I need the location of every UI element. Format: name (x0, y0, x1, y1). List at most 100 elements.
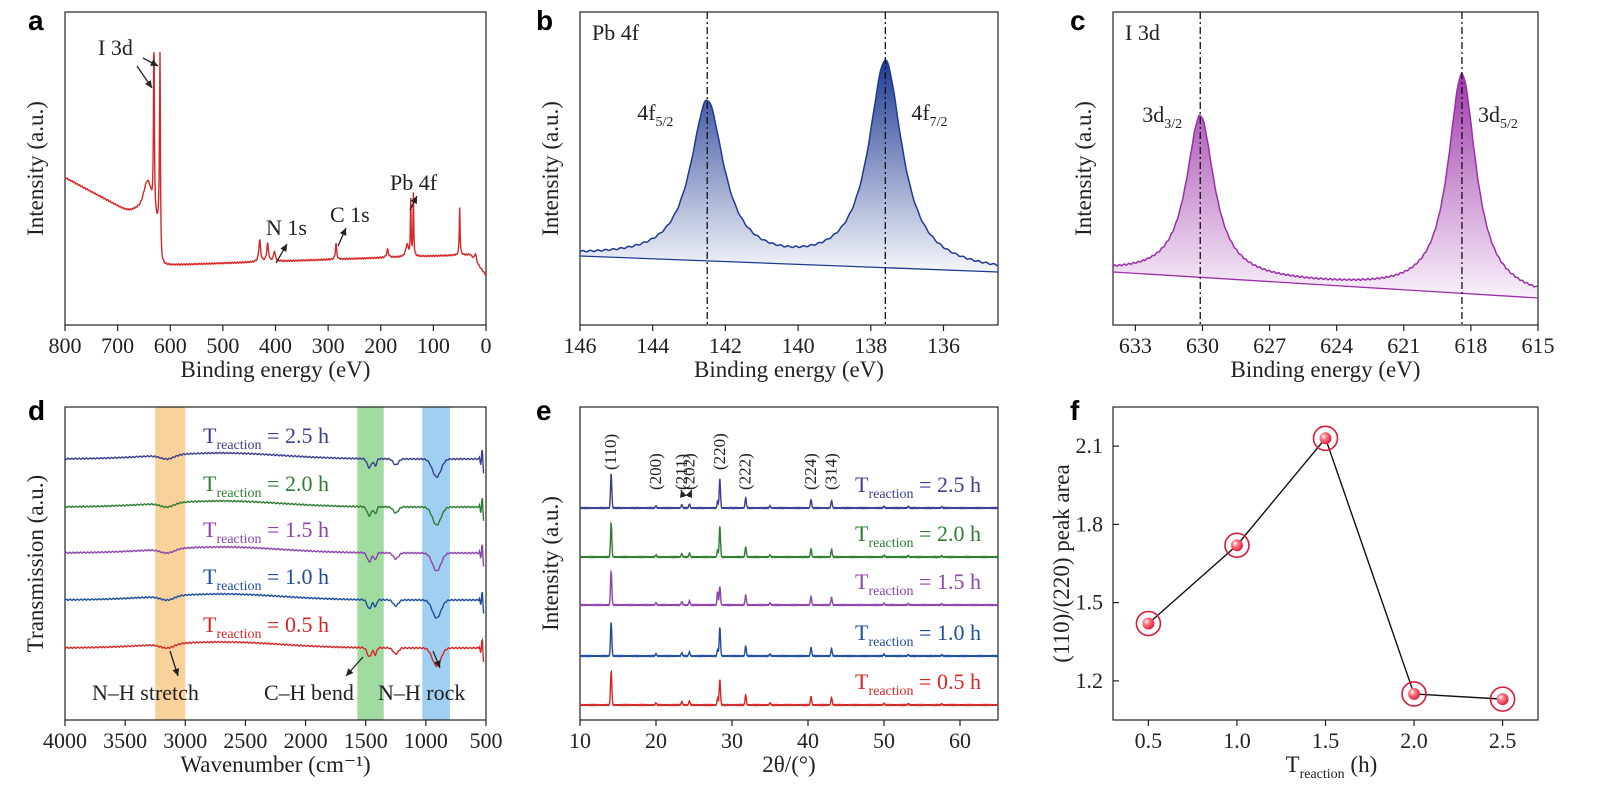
panel-d-xlabel: Wavenumber (cm⁻¹) (180, 752, 370, 777)
panel-a-annotation-n1s: N 1s (266, 215, 307, 240)
panel-d-frame (64, 406, 487, 721)
panel-e-hkl-label-4: (220) (710, 433, 729, 470)
panel-letter-f: f (1070, 395, 1080, 426)
panel-d-xtick-label-6: 1000 (404, 728, 448, 753)
panel-a-xtick-label-7: 100 (417, 333, 450, 358)
panel-a-arrow-c1s-head (339, 228, 347, 236)
panel-e-hkl-label-2: (211) (672, 454, 691, 490)
panel-c-baseline (1112, 271, 1539, 299)
panel-e-hkl-label-7: (314) (822, 453, 841, 490)
panel-e-series-label-2: Treaction = 1.5 h (855, 569, 981, 599)
panel-e-hkl-label-1: (200) (646, 453, 665, 490)
panel-a-xtick-label-3: 500 (206, 333, 239, 358)
panel-a-arrow-n1s-head (280, 244, 287, 252)
panel-d-xtick-label-4: 2000 (284, 728, 328, 753)
panel-c-spectrum-line (1112, 72, 1538, 288)
panel-a-arrow-i3d-2-head (150, 59, 158, 66)
panel-a-xtick-label-6: 200 (364, 333, 397, 358)
panel-d-xtick-label-2: 3000 (163, 728, 207, 753)
panel-b-xtick-label-4: 138 (854, 333, 887, 358)
panel-e-xrd: Treaction = 2.5 h Treaction = 2.0 h Treact… (538, 406, 999, 777)
panel-f-xtick-label-0: 0.5 (1135, 728, 1163, 753)
panel-e-xtick-label-0: 10 (569, 728, 591, 753)
panel-e-hkl-label-0: (110) (601, 434, 620, 470)
panel-e-xtick-label-1: 20 (645, 728, 667, 753)
panel-b-xtick-label-5: 136 (927, 333, 960, 358)
panel-f-xlabel: Treaction (h) (1286, 752, 1378, 782)
panel-f-point-4 (1496, 693, 1509, 706)
panel-d-series-line-1 (64, 497, 485, 526)
panel-letter-b: b (536, 5, 553, 36)
panel-e-hkl-label-5: (222) (736, 453, 755, 490)
panel-letter-a: a (28, 5, 44, 36)
panel-d-series-label-1: Treaction = 2.0 h (203, 471, 329, 501)
panel-e-xtick-label-3: 40 (797, 728, 819, 753)
panel-e-series-line-1 (579, 521, 999, 559)
panel-e-series-label-1: Treaction = 2.0 h (855, 521, 981, 551)
panel-b-spectrum-line (579, 59, 999, 267)
panel-d-xtick-label-7: 500 (470, 728, 503, 753)
panel-e-xlabel: 2θ/(°) (762, 752, 815, 777)
panel-d-series-line-0 (64, 449, 485, 479)
panel-e-series-line-2 (579, 569, 999, 607)
panel-c-peak-label-3d52: 3d5/2 (1478, 102, 1518, 132)
panel-b-baseline (579, 255, 999, 273)
panel-f-xtick-label-4: 2.5 (1489, 728, 1517, 753)
panel-b-xtick-label-0: 146 (564, 333, 597, 358)
panel-e-xtick-label-5: 60 (949, 728, 971, 753)
panel-e-xtick-label-4: 50 (873, 728, 895, 753)
panel-d-xtick-label-1: 3500 (103, 728, 147, 753)
panel-f-ylabel: (110)/(220) peak area (1049, 464, 1074, 662)
panel-d-ftir: Treaction = 2.5 h Treaction = 2.0 h Treact… (23, 406, 503, 777)
panel-d-band-2 (422, 407, 450, 720)
panel-f-point-ring-3 (1401, 681, 1427, 707)
panel-d-xtick-label-3: 2500 (223, 728, 267, 753)
panel-d-band-label-ch-bend: C–H bend (264, 680, 354, 705)
panel-a-arrow-i3d-1-head (145, 80, 152, 88)
panel-b-pb4f: 146 144 142 140 138 136 Binding energy (eV) Int… (538, 11, 999, 382)
panel-f-connecting-line (1147, 436, 1503, 700)
panel-e-xtick-label-2: 30 (721, 728, 743, 753)
panel-a-xtick-label-5: 300 (312, 333, 345, 358)
panel-b-peak-fill (580, 60, 998, 272)
panel-f-xtick-label-3: 2.0 (1400, 728, 1428, 753)
panel-c-xtick-label-1: 630 (1186, 333, 1219, 358)
panel-d-series-line-4 (64, 638, 485, 668)
panel-e-frame (579, 406, 999, 721)
panel-b-xtick-label-3: 140 (782, 333, 815, 358)
panel-e-series-label-0: Treaction = 2.5 h (855, 472, 981, 502)
panel-e-series-line-3 (579, 622, 999, 658)
panel-e-hkl-label-3: (202) (679, 453, 698, 490)
panel-c-xtick-label-6: 615 (1522, 333, 1555, 358)
panel-c-ylabel: Intensity (a.u.) (1071, 101, 1096, 236)
panel-f-ytick-label-1: 1.5 (1076, 590, 1104, 615)
panel-a-xlabel: Binding energy (eV) (181, 357, 371, 382)
panel-b-peak-label-4f52: 4f5/2 (637, 100, 673, 130)
panel-d-band-1 (357, 407, 384, 720)
panel-c-peak-fill (1113, 73, 1538, 299)
panel-b-xtick-label-1: 144 (636, 333, 669, 358)
panel-c-i3d: 633 630 627 624 621 618 615 Binding energy (eV)… (1071, 11, 1555, 382)
panel-a-xtick-label-2: 600 (154, 333, 187, 358)
panel-f-point-ring-4 (1489, 686, 1516, 712)
panel-d-series-label-2: Treaction = 1.5 h (203, 517, 329, 547)
panel-a-xtick-label-8: 0 (481, 333, 492, 358)
panel-b-xtick-label-2: 142 (709, 333, 742, 358)
panel-c-xlabel: Binding energy (eV) (1231, 357, 1421, 382)
panel-a-annotation-pb4f: Pb 4f (390, 170, 438, 195)
panel-c-xtick-label-2: 627 (1253, 333, 1286, 358)
panel-d-arrow-ch-bend-head (346, 668, 354, 676)
panel-d-series-line-3 (64, 591, 485, 619)
panel-f-point-1 (1230, 539, 1243, 552)
panel-b-peak-label-4f72: 4f7/2 (911, 100, 947, 130)
panel-a-xtick-label-0: 800 (49, 333, 82, 358)
panel-f-frame (1112, 406, 1539, 721)
panel-c-xtick-label-3: 624 (1320, 333, 1353, 358)
panel-a-xtick-label-4: 400 (259, 333, 292, 358)
panel-a-arrow-pb4f-head (410, 196, 417, 204)
panel-b-frame (579, 11, 999, 326)
panel-d-arrow-nh-rock-head (434, 660, 441, 668)
panel-f-point-2 (1319, 432, 1332, 445)
panel-e-ylabel: Intensity (a.u.) (538, 496, 563, 631)
